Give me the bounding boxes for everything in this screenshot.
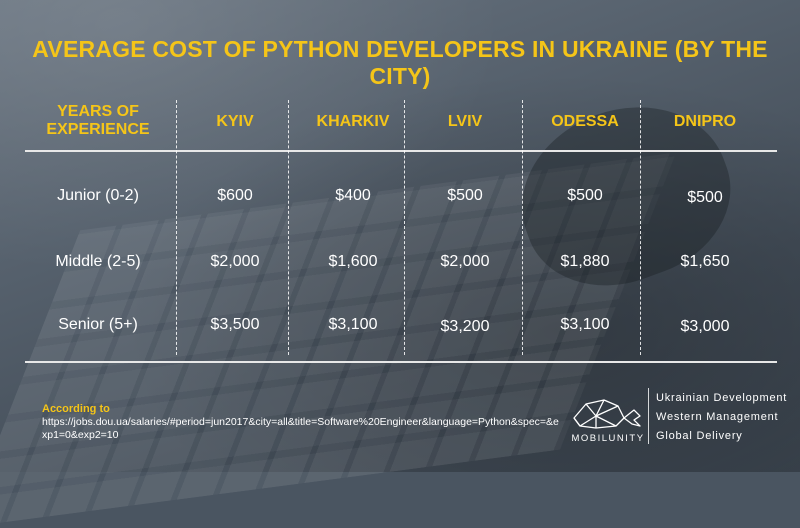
tagline-3: Global Delivery <box>656 430 743 442</box>
table-cell: $500 <box>567 187 603 204</box>
brand-name: MOBILUNITY <box>571 433 645 444</box>
column-divider <box>404 100 405 355</box>
table-cell: $2,000 <box>440 253 490 270</box>
brand-divider <box>648 388 649 444</box>
row-label-middle: Middle (2-5) <box>55 253 141 270</box>
table-cell: $3,000 <box>680 318 730 335</box>
table-bottom-divider <box>25 361 777 363</box>
header-divider <box>25 150 777 152</box>
row-label-senior: Senior (5+) <box>58 316 138 333</box>
table-cell: $3,200 <box>440 318 490 335</box>
column-header-kharkiv: KHARKIV <box>316 113 390 130</box>
table-cell: $1,650 <box>680 253 730 270</box>
column-divider <box>640 100 641 355</box>
whale-icon <box>573 399 641 429</box>
source-url[interactable]: https://jobs.dou.ua/salaries/#period=jun… <box>42 416 559 441</box>
table-cell: $500 <box>447 187 483 204</box>
column-divider <box>522 100 523 355</box>
table-cell: $1,880 <box>560 253 610 270</box>
column-divider <box>288 100 289 355</box>
column-header-dnipro: DNIPRO <box>673 113 737 130</box>
table-cell: $2,000 <box>210 253 260 270</box>
background <box>0 0 800 472</box>
column-header-odessa: ODESSA <box>551 113 619 130</box>
table-cell: $500 <box>687 189 723 206</box>
table-cell: $400 <box>335 187 371 204</box>
row-header-line2: EXPERIENCE <box>46 121 150 138</box>
table-cell: $3,100 <box>328 316 378 333</box>
table-cell: $3,500 <box>210 316 260 333</box>
table-cell: $1,600 <box>328 253 378 270</box>
row-label-junior: Junior (0-2) <box>57 187 139 204</box>
column-header-kyiv: KYIV <box>216 113 254 130</box>
row-header: YEARS OF EXPERIENCE <box>28 103 168 139</box>
table-cell: $600 <box>217 187 253 204</box>
tagline-2: Western Management <box>656 411 779 423</box>
table-cell: $3,100 <box>560 316 610 333</box>
row-header-line1: YEARS OF <box>57 103 139 120</box>
column-header-lviv: LVIV <box>447 113 483 130</box>
tagline-1: Ukrainian Development <box>656 392 788 404</box>
page-title: AVERAGE COST OF PYTHON DEVELOPERS IN UKR… <box>32 36 768 89</box>
source-label: According to <box>42 403 110 415</box>
column-divider <box>176 100 177 355</box>
